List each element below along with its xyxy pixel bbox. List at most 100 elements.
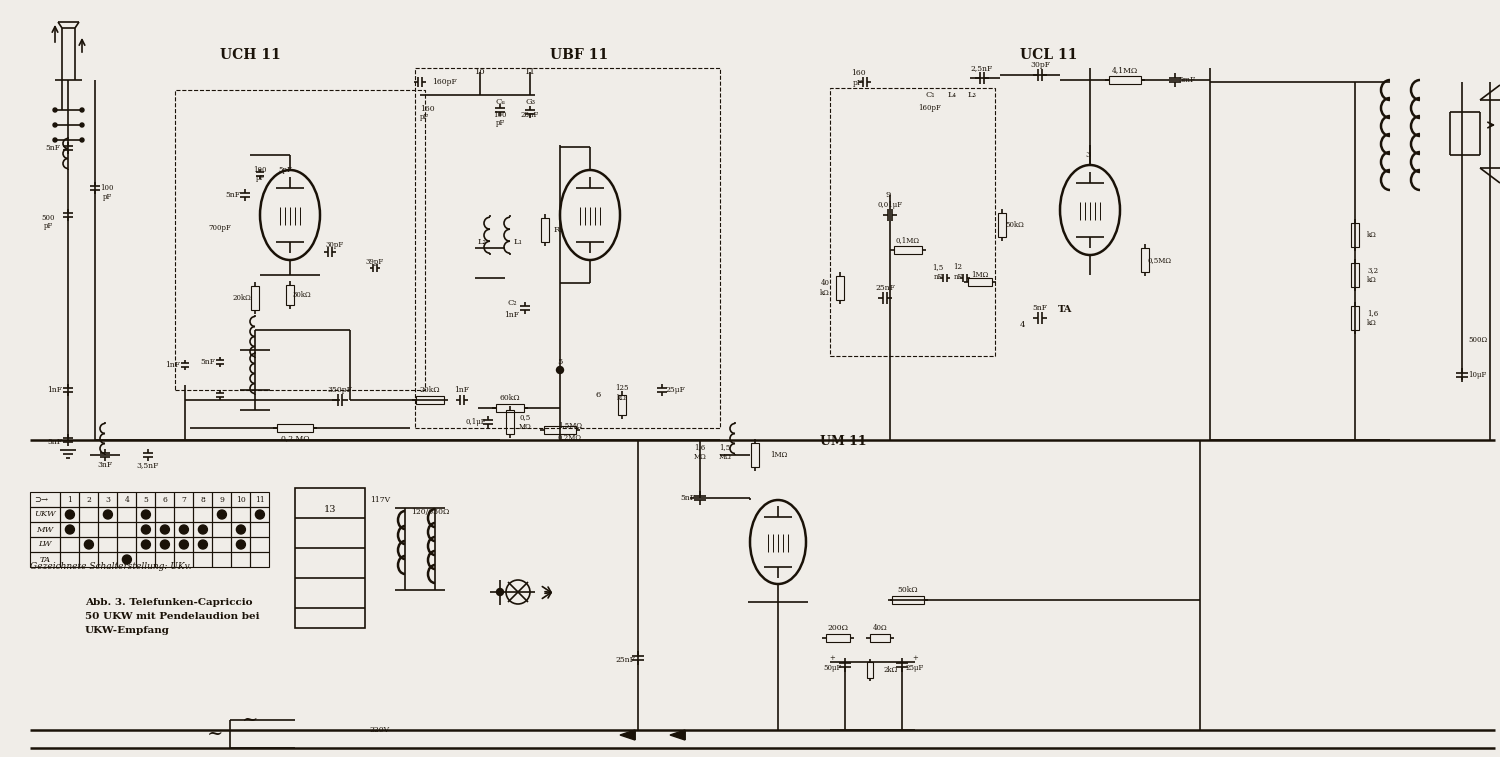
Bar: [231, 552, 251, 567]
Bar: [60, 492, 80, 507]
Bar: [892, 596, 924, 604]
Text: 5pF: 5pF: [278, 166, 292, 174]
Text: 12
nF: 12 nF: [954, 263, 963, 281]
Text: 11: 11: [255, 496, 266, 503]
Bar: [99, 537, 117, 552]
Text: 0,01μF: 0,01μF: [878, 201, 903, 209]
Bar: [830, 88, 995, 356]
Bar: [213, 507, 231, 522]
Text: 3,5nF: 3,5nF: [136, 461, 159, 469]
Text: pF: pF: [495, 119, 504, 127]
Bar: [278, 424, 314, 432]
Text: 30pF: 30pF: [1030, 61, 1050, 69]
Bar: [60, 552, 80, 567]
Bar: [117, 522, 136, 537]
Text: Gezeichnete Schalterstellung: UKv.: Gezeichnete Schalterstellung: UKv.: [30, 562, 192, 571]
Text: L₂: L₂: [477, 238, 486, 246]
Text: 0,1MΩ: 0,1MΩ: [896, 236, 920, 244]
Text: 40Ω: 40Ω: [873, 624, 888, 632]
Text: 1MΩ: 1MΩ: [972, 271, 988, 279]
Text: LW: LW: [39, 540, 53, 549]
Text: 20kΩ: 20kΩ: [232, 294, 252, 302]
Text: 50kΩ: 50kΩ: [897, 586, 918, 594]
Text: TA: TA: [39, 556, 51, 563]
Text: 0,1μF: 0,1μF: [465, 418, 486, 426]
Text: 5nF: 5nF: [45, 144, 60, 152]
Bar: [156, 522, 174, 537]
Text: 5nF: 5nF: [201, 358, 216, 366]
Text: 200Ω: 200Ω: [828, 624, 849, 632]
Text: 1nF: 1nF: [504, 311, 519, 319]
Circle shape: [66, 510, 75, 519]
Text: 1,5
MΩ: 1,5 MΩ: [718, 444, 732, 460]
Bar: [80, 537, 99, 552]
Text: 1,5
nF: 1,5 nF: [933, 263, 944, 281]
Text: 1nF: 1nF: [48, 386, 63, 394]
Text: UCH 11: UCH 11: [220, 48, 280, 62]
Bar: [156, 537, 174, 552]
Bar: [60, 522, 80, 537]
Bar: [231, 522, 251, 537]
Bar: [117, 537, 136, 552]
Text: 40
kΩ: 40 kΩ: [821, 279, 830, 297]
Bar: [174, 537, 194, 552]
Text: 4,1MΩ: 4,1MΩ: [1112, 66, 1138, 74]
Bar: [30, 522, 60, 537]
Text: C₂: C₂: [507, 299, 518, 307]
Circle shape: [104, 510, 112, 519]
Text: kΩ: kΩ: [1366, 231, 1377, 239]
Bar: [231, 507, 251, 522]
Bar: [80, 522, 99, 537]
Bar: [174, 492, 194, 507]
Bar: [894, 246, 922, 254]
Text: 125
kΩ: 125 kΩ: [615, 385, 628, 402]
Text: 160pF: 160pF: [918, 104, 942, 112]
Bar: [117, 552, 136, 567]
Text: 3: 3: [1086, 151, 1090, 159]
Text: 28nF: 28nF: [520, 111, 538, 119]
Bar: [136, 552, 156, 567]
Circle shape: [141, 510, 150, 519]
Bar: [156, 492, 174, 507]
Ellipse shape: [1060, 165, 1120, 255]
Text: UBF 11: UBF 11: [550, 48, 608, 62]
Bar: [213, 522, 231, 537]
Bar: [251, 552, 270, 567]
Circle shape: [141, 540, 150, 549]
Text: ⊃→: ⊃→: [34, 496, 48, 503]
Text: pF: pF: [102, 193, 111, 201]
Bar: [194, 492, 213, 507]
Text: 50 UKW mit Pendelaudion bei: 50 UKW mit Pendelaudion bei: [86, 612, 260, 621]
Text: UCL 11: UCL 11: [1020, 48, 1077, 62]
Text: 100: 100: [494, 111, 507, 119]
Text: C₁: C₁: [926, 91, 934, 99]
Circle shape: [80, 108, 84, 112]
Bar: [496, 404, 523, 412]
Text: 100: 100: [100, 184, 114, 192]
Text: 2: 2: [87, 496, 92, 503]
Text: MW: MW: [36, 525, 54, 534]
Text: G₃: G₃: [525, 98, 536, 106]
Text: 1,5MΩ: 1,5MΩ: [558, 421, 582, 429]
Bar: [136, 522, 156, 537]
Text: 5: 5: [558, 358, 562, 366]
Text: 9: 9: [885, 191, 891, 199]
Circle shape: [255, 510, 264, 519]
Text: 500: 500: [42, 214, 54, 222]
Bar: [30, 537, 60, 552]
Text: 1nF: 1nF: [165, 361, 180, 369]
Text: 7: 7: [182, 496, 186, 503]
Bar: [194, 552, 213, 567]
Circle shape: [237, 525, 246, 534]
Bar: [251, 286, 260, 310]
Text: UM 11: UM 11: [821, 435, 867, 448]
Text: 1nF: 1nF: [454, 386, 470, 394]
Text: 9: 9: [219, 496, 225, 503]
Text: Abb. 3. Telefunken-Capriccio: Abb. 3. Telefunken-Capriccio: [86, 598, 252, 607]
Bar: [752, 443, 759, 467]
Text: pF: pF: [420, 113, 429, 121]
Text: 13: 13: [324, 506, 336, 515]
Ellipse shape: [560, 170, 620, 260]
Bar: [827, 634, 850, 642]
Circle shape: [53, 123, 57, 127]
